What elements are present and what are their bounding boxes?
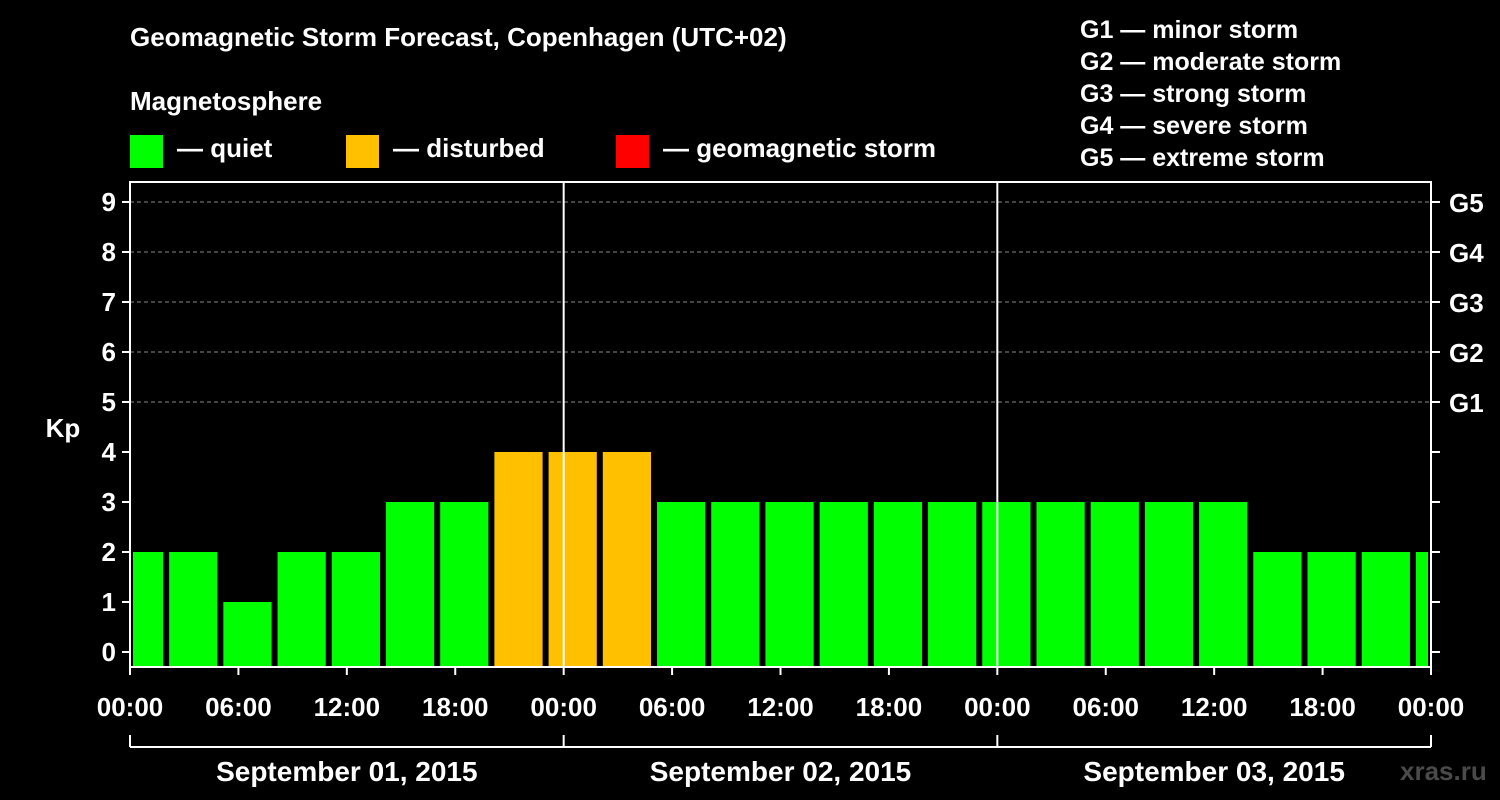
y-tick-label: 7 — [102, 287, 116, 317]
y2-tick-label: G1 — [1449, 388, 1484, 418]
chart-title: Geomagnetic Storm Forecast, Copenhagen (… — [130, 22, 787, 52]
bar-22 — [1307, 552, 1356, 667]
x-tick-label: 06:00 — [1073, 692, 1140, 722]
legend-swatch-storm — [616, 135, 649, 168]
watermark: xras.ru — [1400, 756, 1487, 786]
bar-6 — [440, 502, 489, 667]
bar-12 — [765, 502, 814, 667]
x-tick-label: 00:00 — [530, 692, 597, 722]
y-tick-label: 1 — [102, 587, 116, 617]
bar-4 — [331, 552, 380, 667]
bar-11 — [711, 502, 760, 667]
date-label: September 03, 2015 — [1083, 756, 1345, 787]
bar-15 — [928, 502, 977, 667]
date-label: September 02, 2015 — [650, 756, 912, 787]
x-tick-label: 12:00 — [747, 692, 814, 722]
bar-14 — [873, 502, 923, 667]
y-axis-label: Kp — [46, 413, 81, 443]
bar-2 — [223, 602, 272, 667]
y-tick-label: 8 — [102, 237, 116, 267]
x-tick-label: 00:00 — [97, 692, 164, 722]
bar-8 — [548, 452, 597, 667]
bar-16 — [982, 502, 1031, 667]
bar-21 — [1253, 552, 1302, 667]
y2-tick-label: G2 — [1449, 338, 1484, 368]
magnetosphere-title: Magnetosphere — [130, 86, 323, 116]
x-tick-label: 18:00 — [1289, 692, 1356, 722]
legend-label-disturbed: — disturbed — [393, 133, 545, 163]
bar-19 — [1144, 502, 1194, 667]
bar-18 — [1090, 502, 1139, 667]
y-tick-label: 9 — [102, 187, 116, 217]
y-tick-label: 5 — [102, 387, 116, 417]
x-tick-label: 12:00 — [1181, 692, 1248, 722]
bar-0 — [133, 552, 164, 667]
bar-23 — [1361, 552, 1410, 667]
bar-20 — [1199, 502, 1248, 667]
y-tick-label: 3 — [102, 487, 116, 517]
y-tick-label: 0 — [102, 637, 116, 667]
x-tick-label: 18:00 — [856, 692, 923, 722]
bar-3 — [277, 552, 326, 667]
bar-10 — [657, 502, 706, 667]
x-tick-label: 12:00 — [314, 692, 381, 722]
y2-tick-label: G4 — [1449, 238, 1484, 268]
g-scale-legend: G1 — minor storm G2 — moderate storm G3 … — [1080, 14, 1341, 174]
g-scale-item-g3: G3 — strong storm — [1080, 80, 1307, 108]
x-tick-label: 00:00 — [964, 692, 1031, 722]
g-scale-item-g5: G5 — extreme storm — [1080, 144, 1325, 172]
legend-label-storm: — geomagnetic storm — [663, 133, 937, 163]
bar-9 — [602, 452, 652, 667]
x-tick-label: 06:00 — [205, 692, 272, 722]
bar-17 — [1036, 502, 1085, 667]
x-tick-label: 06:00 — [639, 692, 706, 722]
bar-5 — [385, 502, 435, 667]
legend-swatch-quiet — [130, 135, 163, 168]
bar-1 — [169, 552, 218, 667]
date-label: September 01, 2015 — [216, 756, 478, 787]
legend-label-quiet: — quiet — [177, 133, 273, 163]
g-scale-item-g1: G1 — minor storm — [1080, 16, 1299, 44]
y-tick-label: 4 — [102, 437, 117, 467]
bar-24 — [1415, 552, 1428, 667]
x-tick-label: 18:00 — [422, 692, 489, 722]
y2-tick-label: G5 — [1449, 188, 1484, 218]
y-tick-label: 6 — [102, 337, 116, 367]
y-tick-label: 2 — [102, 537, 116, 567]
g-scale-item-g4: G4 — severe storm — [1080, 112, 1308, 140]
legend-swatch-disturbed — [346, 135, 379, 168]
y2-tick-label: G3 — [1449, 288, 1484, 318]
bar-13 — [819, 502, 868, 667]
x-tick-label: 00:00 — [1398, 692, 1465, 722]
g-scale-item-g2: G2 — moderate storm — [1080, 48, 1342, 76]
bar-7 — [494, 452, 543, 667]
